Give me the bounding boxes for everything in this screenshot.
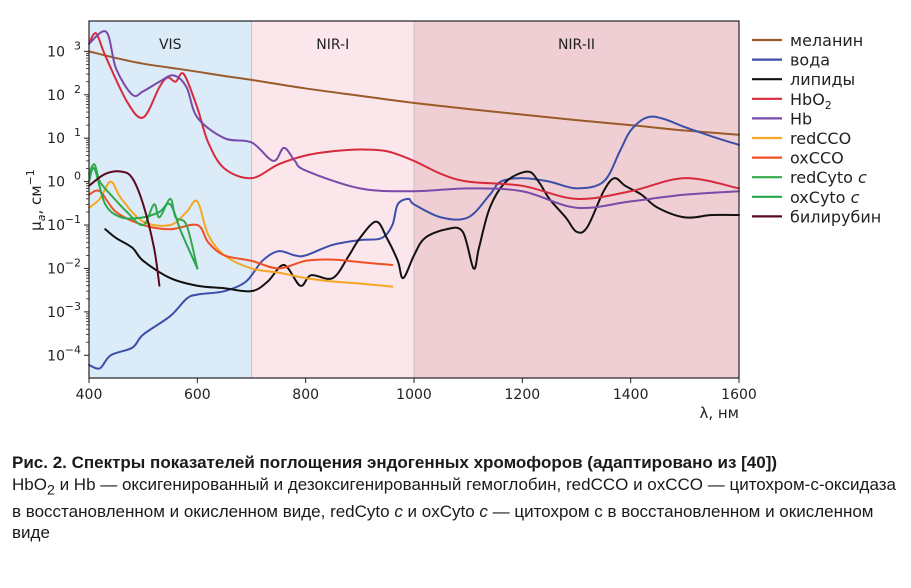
y-tick-exp-3: −1 bbox=[65, 213, 81, 226]
legend-italic-redcyto: c bbox=[858, 168, 867, 187]
y-tick-exp-2: −2 bbox=[65, 256, 81, 269]
y-tick-base-3: 10 bbox=[47, 218, 65, 234]
legend-name-water: вода bbox=[790, 51, 830, 70]
caption-part-sub: 2 bbox=[46, 482, 55, 499]
legend-name-redcyto: redCyto bbox=[790, 168, 858, 187]
legend-label-hb: Hb bbox=[790, 109, 812, 128]
x-tick-label-1: 600 bbox=[184, 387, 211, 403]
legend-name-oxcyto: oxCyto bbox=[790, 188, 851, 207]
y-axis-label-unit: , см bbox=[27, 185, 45, 214]
y-tick-label-5: 10 1 bbox=[47, 126, 81, 147]
y-tick-base-6: 10 bbox=[47, 88, 65, 104]
legend-label-redcyto: redCyto c bbox=[790, 168, 867, 187]
caption-part-f: — цитохром с в восстановленном и окислен… bbox=[12, 502, 874, 543]
series-line-lipids bbox=[104, 170, 740, 293]
caption-text: HbO2 и Hb — оксигенированный и дезоксиге… bbox=[12, 474, 902, 543]
y-axis-label-sup: −1 bbox=[24, 169, 37, 185]
series-line-bilirubin bbox=[88, 170, 161, 287]
x-tick-label-5: 1400 bbox=[613, 387, 649, 403]
y-tick-base-1: 10 bbox=[47, 305, 65, 321]
y-tick-label-4: 10 0 bbox=[47, 170, 81, 191]
legend-name-lipids: липиды bbox=[790, 70, 855, 89]
legend-italic-oxcyto: c bbox=[851, 188, 860, 207]
legend-label-oxcco: oxCCO bbox=[790, 149, 844, 168]
y-tick-label-3: 10−1 bbox=[47, 213, 81, 234]
legend-name-redcco: redCCO bbox=[790, 129, 851, 148]
x-tick-label-0: 400 bbox=[76, 387, 103, 403]
y-tick-exp-6: 2 bbox=[74, 83, 81, 96]
y-tick-exp-7: 3 bbox=[74, 39, 81, 52]
caption-part-e: c bbox=[479, 502, 488, 522]
legend-name-hbo2: HbO bbox=[790, 90, 825, 109]
series-line-hb bbox=[88, 30, 740, 210]
x-tick-label-3: 1000 bbox=[396, 387, 432, 403]
legend-label-redcco: redCCO bbox=[790, 129, 851, 148]
x-tick-label-4: 1200 bbox=[505, 387, 541, 403]
legend-label-water: вода bbox=[790, 51, 830, 70]
x-axis-ticks: 400 600 800 1000 1200 1400 1600 bbox=[76, 378, 757, 403]
spectral-regions: VIS NIR-I NIR-II bbox=[89, 21, 739, 378]
region-band-1 bbox=[251, 21, 414, 378]
absorption-chart: VIS NIR-I NIR-II 400 600 800 1000 1200 1400 1600… bbox=[24, 20, 881, 422]
y-axis-label-sub: a bbox=[35, 214, 48, 221]
y-axis-label-main: μ bbox=[27, 221, 45, 231]
y-tick-base-2: 10 bbox=[47, 261, 65, 277]
region-label-1: NIR-I bbox=[316, 37, 349, 53]
y-tick-base-7: 10 bbox=[47, 44, 65, 60]
legend-name-hb: Hb bbox=[790, 109, 812, 128]
series-line-oxcco bbox=[88, 189, 394, 270]
series-line-oxcyto bbox=[88, 166, 199, 270]
x-tick-label-6: 1600 bbox=[721, 387, 757, 403]
caption-title: Рис. 2. Спектры показателей поглощения э… bbox=[12, 453, 778, 472]
region-label-2: NIR-II bbox=[558, 37, 595, 53]
legend-name-bilirubin: билирубин bbox=[790, 207, 881, 226]
legend-label-lipids: липиды bbox=[790, 70, 855, 89]
x-tick-label-2: 800 bbox=[292, 387, 319, 403]
region-label-0: VIS bbox=[159, 37, 182, 53]
y-tick-exp-4: 0 bbox=[74, 170, 81, 183]
legend-sub-hbo2: 2 bbox=[825, 99, 832, 112]
y-tick-base-0: 10 bbox=[47, 348, 65, 364]
series-lines bbox=[88, 30, 740, 370]
series-line-hbo2 bbox=[88, 32, 740, 200]
x-axis-label: λ, нм bbox=[699, 404, 739, 422]
series-line-water bbox=[88, 115, 740, 370]
legend-label-melanin: меланин bbox=[790, 31, 863, 50]
y-axis-label: μa, см−1 bbox=[24, 169, 48, 231]
y-tick-label-2: 10−2 bbox=[47, 256, 81, 277]
caption-part-c: c bbox=[394, 502, 403, 522]
legend-name-oxcco: oxCCO bbox=[790, 149, 844, 168]
y-tick-label-1: 10−3 bbox=[47, 300, 81, 321]
legend: меланинводалипидыHbO2HbredCCOoxCCOredCyt… bbox=[752, 31, 881, 226]
y-tick-label-0: 10−4 bbox=[47, 343, 81, 364]
y-tick-label-7: 10 3 bbox=[47, 39, 81, 60]
legend-label-bilirubin: билирубин bbox=[790, 207, 881, 226]
y-tick-label-6: 10 2 bbox=[47, 83, 81, 104]
series-line-melanin bbox=[88, 50, 740, 136]
caption-part-a: HbO bbox=[12, 475, 47, 494]
y-tick-base-5: 10 bbox=[47, 131, 65, 147]
y-tick-exp-1: −3 bbox=[65, 300, 81, 313]
legend-name-melanin: меланин bbox=[790, 31, 863, 50]
legend-label-hbo2: HbO2 bbox=[790, 90, 832, 112]
y-tick-exp-0: −4 bbox=[65, 343, 81, 356]
caption-part-d: и oxCyto bbox=[402, 502, 480, 522]
caption-part-b: и Hb — оксигенированный и дезоксигениров… bbox=[12, 475, 896, 522]
figure-caption: Рис. 2. Спектры показателей поглощения э… bbox=[12, 452, 902, 543]
legend-label-oxcyto: oxCyto c bbox=[790, 188, 860, 207]
series-line-redcco bbox=[88, 180, 394, 288]
y-tick-base-4: 10 bbox=[47, 175, 65, 191]
y-tick-exp-5: 1 bbox=[74, 126, 81, 139]
